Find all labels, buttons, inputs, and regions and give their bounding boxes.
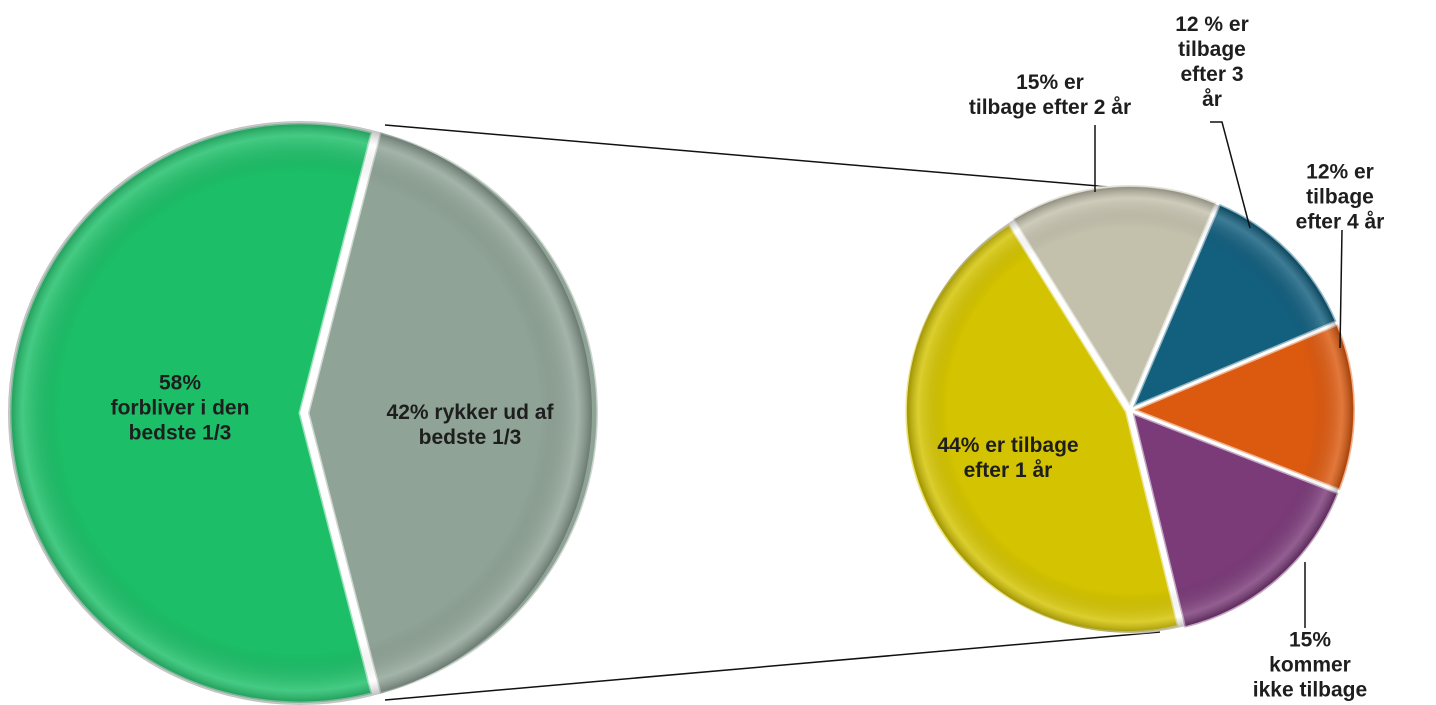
leader-line	[1339, 229, 1343, 349]
data-label: 15% kommer ikke tilbage	[1252, 628, 1368, 702]
leader-line	[1210, 121, 1251, 229]
data-label: 15% er tilbage efter 2 år	[968, 71, 1132, 119]
data-label: 12% er tilbage efter 4 år	[1295, 160, 1385, 234]
data-label: 58% forbliver i den bedste 1/3	[110, 371, 250, 445]
connector-line	[384, 124, 1146, 191]
data-label: 12 % er tilbage efter 3 år	[1175, 13, 1249, 111]
data-label: 44% er tilbage efter 1 år	[937, 434, 1079, 482]
connector-line	[384, 631, 1161, 701]
data-label: 42% rykker ud af bedste 1/3	[386, 401, 554, 449]
